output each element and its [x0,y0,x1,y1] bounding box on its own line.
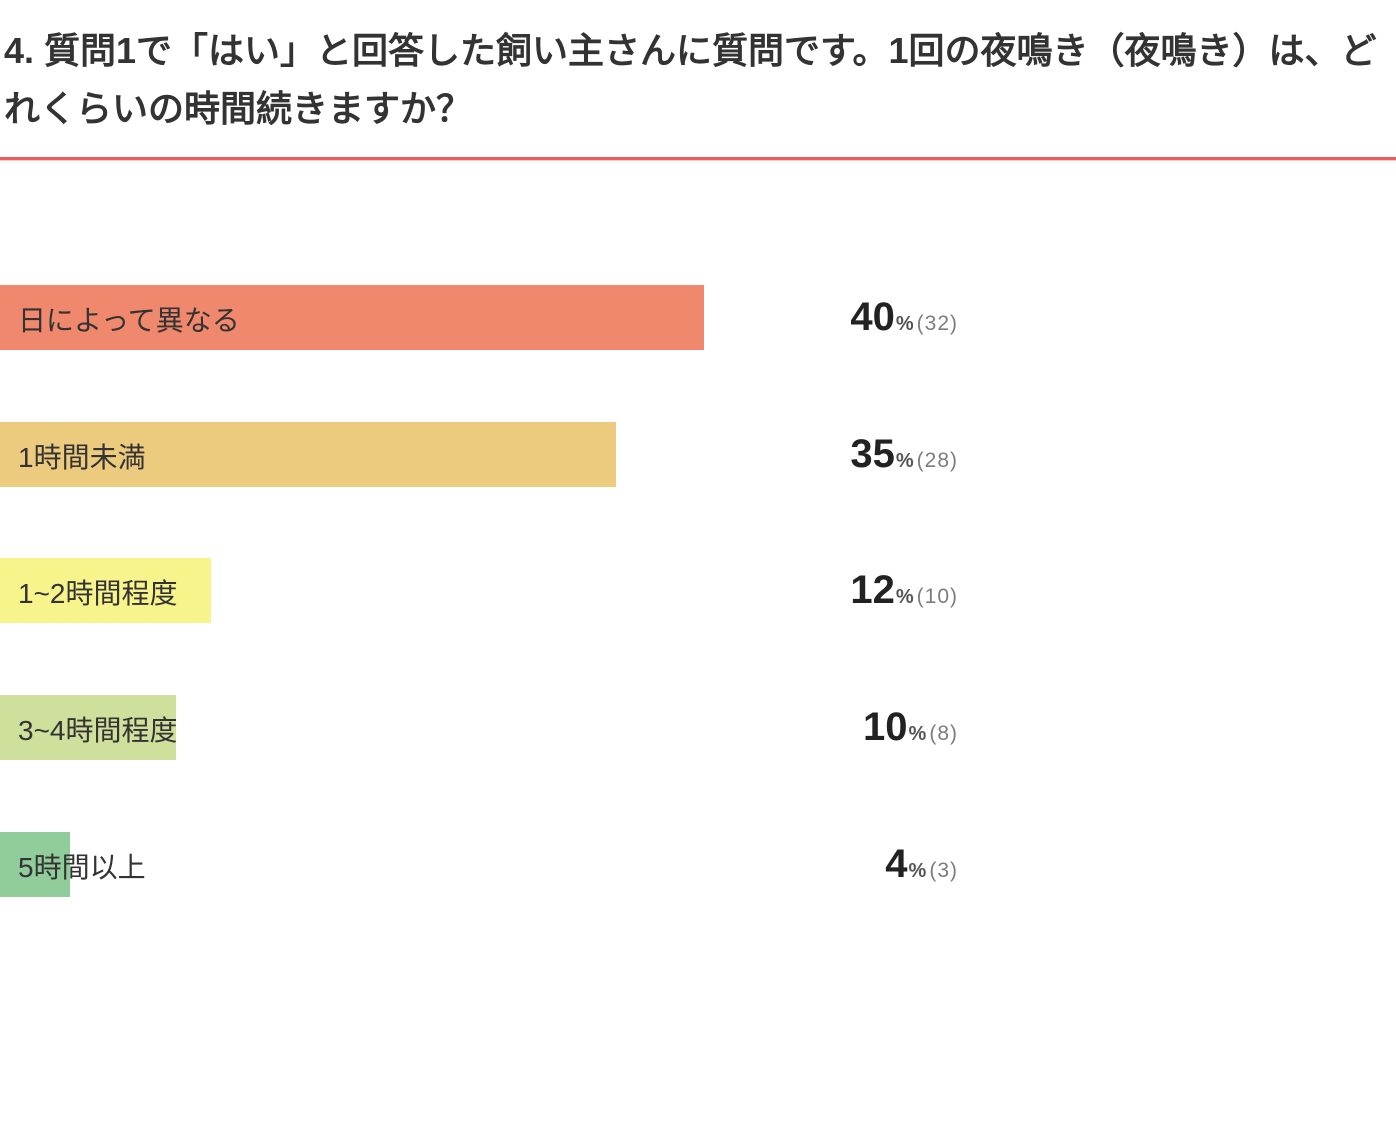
question-title: 4. 質問1で「はい」と回答した飼い主さんに質問です。1回の夜鳴き（夜鳴き）は、… [4,30,1377,130]
percent-sign: % [908,860,927,882]
chart-row: 1~2時間程度 12% (10) [0,558,1396,623]
title-divider [0,157,1396,160]
value-label: 12% (10) [850,558,958,623]
value-percent: 12 [850,568,895,612]
value-count: (8) [929,722,958,745]
percent-sign: % [908,723,927,745]
bar-label: 日によって異なる [18,305,240,336]
bar-label: 1時間未満 [18,442,146,473]
value-label: 40% (32) [850,285,958,350]
chart-row: 1時間未満 35% (28) [0,422,1396,487]
value-count: (28) [916,449,958,472]
bar [0,558,211,623]
value-label: 10% (8) [863,695,958,760]
bar-label: 1~2時間程度 [18,578,178,609]
bar [0,285,704,350]
value-count: (32) [916,312,958,335]
bar [0,422,616,487]
bar-label: 3~4時間程度 [18,715,178,746]
value-percent: 4 [885,842,908,886]
value-label: 35% (28) [850,422,958,487]
percent-sign: % [895,450,914,472]
value-label: 4% (3) [885,832,958,897]
value-count: (10) [916,585,958,608]
percent-sign: % [895,313,914,335]
value-percent: 10 [863,705,908,749]
chart-row: 日によって異なる 40% (32) [0,285,1396,350]
percent-sign: % [895,586,914,608]
chart-row: 3~4時間程度 10% (8) [0,695,1396,760]
chart-row: 5時間以上 4% (3) [0,832,1396,897]
value-count: (3) [929,859,958,882]
bar [0,695,176,760]
value-percent: 35 [850,432,895,476]
bar-label: 5時間以上 [18,852,146,883]
value-percent: 40 [850,295,895,339]
bar [0,832,70,897]
